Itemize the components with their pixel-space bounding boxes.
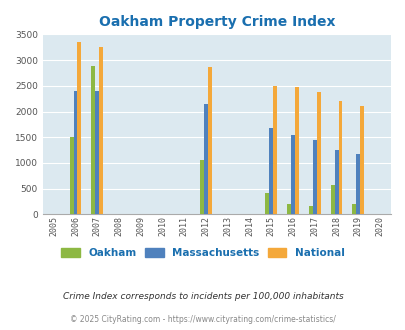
Bar [308,206,312,214]
Bar [99,47,103,214]
Bar [330,185,334,214]
Bar [200,160,204,214]
Bar [290,135,294,214]
Bar [356,154,359,214]
Text: Crime Index corresponds to incidents per 100,000 inhabitants: Crime Index corresponds to incidents per… [62,292,343,301]
Bar [91,66,95,214]
Bar [334,149,338,214]
Bar [359,106,363,214]
Title: Oakham Property Crime Index: Oakham Property Crime Index [98,15,335,29]
Bar [316,92,320,214]
Bar [207,67,211,214]
Bar [294,87,298,214]
Legend: Oakham, Massachusetts, National: Oakham, Massachusetts, National [57,244,348,262]
Bar [265,193,269,215]
Bar [269,128,273,214]
Text: © 2025 CityRating.com - https://www.cityrating.com/crime-statistics/: © 2025 CityRating.com - https://www.city… [70,315,335,324]
Bar [204,104,207,214]
Bar [69,137,73,214]
Bar [352,204,356,214]
Bar [77,42,81,214]
Bar [286,204,290,215]
Bar [312,140,316,214]
Bar [273,86,277,214]
Bar [95,91,99,214]
Bar [73,91,77,214]
Bar [338,101,342,214]
